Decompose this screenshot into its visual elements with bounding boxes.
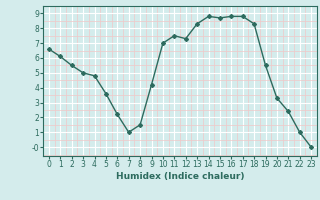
X-axis label: Humidex (Indice chaleur): Humidex (Indice chaleur) xyxy=(116,172,244,181)
